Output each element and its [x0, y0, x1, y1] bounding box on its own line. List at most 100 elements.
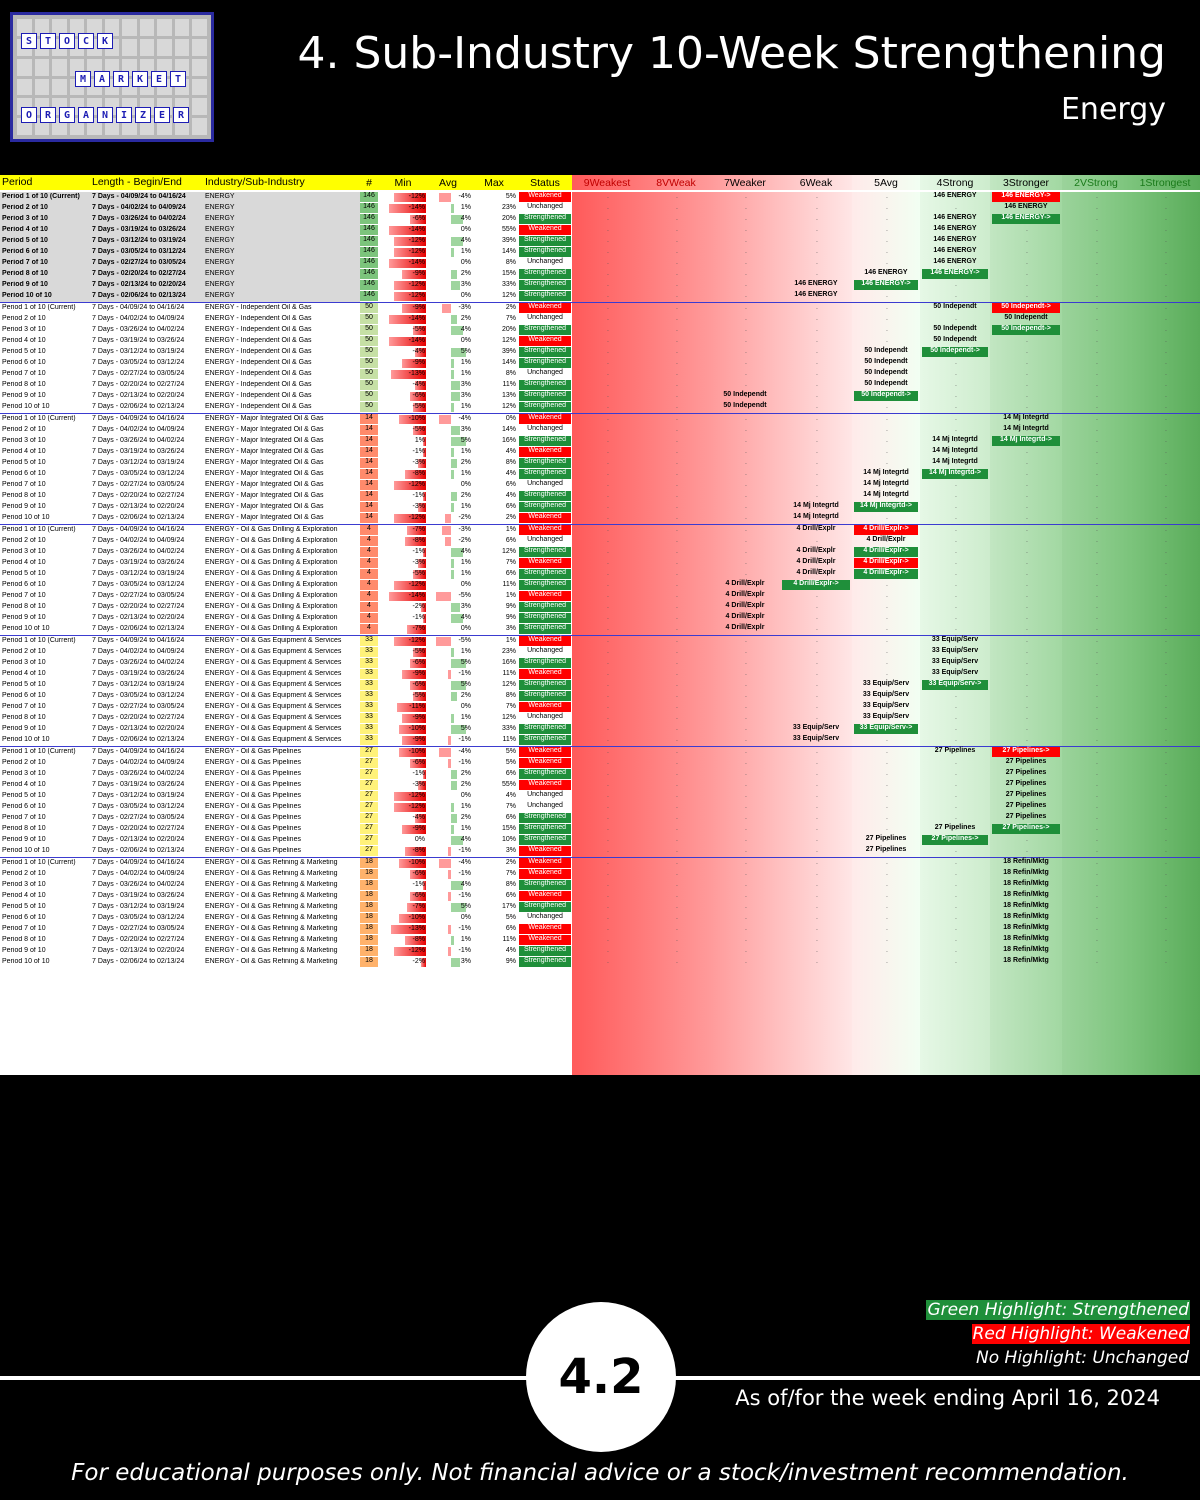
avg-bar	[439, 193, 451, 202]
count-cell: 18	[360, 935, 378, 945]
avg-cell: -4%	[458, 415, 471, 422]
empty-marker: .	[1165, 426, 1167, 433]
empty-marker: .	[1026, 503, 1028, 510]
group-separator	[0, 746, 1200, 747]
period-cell: Period 4 of 10	[2, 559, 46, 566]
empty-marker: .	[1026, 470, 1028, 477]
table-row: Period 5 of 10 7 Days - 03/12/24 to 03/19…	[0, 569, 1200, 580]
empty-marker: .	[745, 736, 747, 743]
avg-bar	[451, 659, 466, 668]
max-cell: 5%	[505, 759, 516, 766]
min-bar	[423, 770, 426, 779]
empty-marker: .	[676, 559, 678, 566]
max-cell: 4%	[505, 470, 516, 477]
row-shade	[0, 280, 360, 291]
empty-marker: .	[1165, 781, 1167, 788]
avg-bar	[448, 947, 451, 956]
length-cell: 7 Days - 02/27/24 to 03/05/24	[92, 925, 185, 932]
empty-marker: .	[1096, 415, 1098, 422]
min-bar	[410, 659, 426, 668]
empty-marker: .	[676, 725, 678, 732]
min-cell: -5%	[412, 426, 425, 433]
avg-cell: 1%	[460, 403, 471, 410]
empty-marker: .	[1165, 537, 1167, 544]
industry-cell: ENERGY - Major Integrated Oil & Gas	[205, 470, 324, 477]
table-row: Period 6 of 10 7 Days - 03/05/24 to 03/12…	[0, 469, 1200, 480]
empty-marker: .	[676, 315, 678, 322]
empty-marker: .	[1026, 537, 1028, 544]
industry-cell: ENERGY - Oil & Gas Refining & Marketing	[205, 903, 338, 910]
strength-position-label: 50 Independt	[933, 325, 977, 332]
max-cell: 6%	[505, 770, 516, 777]
column-header: Avg	[439, 176, 457, 189]
table-row: Period 2 of 10 7 Days - 04/02/24 to 04/09…	[0, 314, 1200, 325]
status-badge: Strengthened	[519, 680, 571, 690]
empty-marker: .	[955, 714, 957, 721]
length-cell: 7 Days - 03/19/24 to 03/26/24	[92, 337, 185, 344]
empty-marker: .	[1026, 903, 1028, 910]
empty-marker: .	[1026, 925, 1028, 932]
empty-marker: .	[886, 492, 888, 499]
empty-marker: .	[955, 359, 957, 366]
empty-marker: .	[745, 881, 747, 888]
length-cell: 7 Days - 02/27/24 to 03/05/24	[92, 592, 185, 599]
status-badge: Strengthened	[519, 602, 571, 612]
empty-marker: .	[607, 193, 609, 200]
empty-marker: .	[1096, 870, 1098, 877]
period-cell: Period 2 of 10	[2, 426, 46, 433]
empty-marker: .	[607, 725, 609, 732]
logo-letter: E	[151, 71, 167, 87]
min-cell: -6%	[412, 870, 425, 877]
empty-marker: .	[676, 958, 678, 965]
empty-marker: .	[676, 814, 678, 821]
count-cell: 18	[360, 913, 378, 923]
empty-marker: .	[607, 237, 609, 244]
table-row: Period 7 of 10 7 Days - 02/27/24 to 03/05…	[0, 591, 1200, 602]
max-cell: 33%	[501, 725, 516, 732]
empty-marker: .	[1096, 648, 1098, 655]
max-cell: 6%	[505, 892, 516, 899]
empty-marker: .	[1026, 670, 1028, 677]
min-cell: -9%	[412, 670, 425, 677]
empty-marker: .	[676, 514, 678, 521]
empty-marker: .	[745, 836, 747, 843]
avg-cell: -1%	[458, 736, 471, 743]
empty-marker: .	[955, 259, 957, 266]
empty-marker: .	[1096, 370, 1098, 377]
empty-marker: .	[816, 204, 818, 211]
table-row: Period 9 of 10 7 Days - 02/13/24 to 02/20…	[0, 502, 1200, 513]
empty-marker: .	[816, 326, 818, 333]
table-row: Period 4 of 10 7 Days - 03/19/24 to 03/26…	[0, 558, 1200, 569]
count-cell: 27	[360, 747, 378, 757]
avg-cell: 1%	[460, 825, 471, 832]
min-cell: -6%	[412, 215, 425, 222]
status-badge: Strengthened	[519, 835, 571, 845]
length-cell: 7 Days - 02/13/24 to 02/20/24	[92, 947, 185, 954]
min-bar	[394, 193, 426, 202]
status-badge: Strengthened	[519, 391, 571, 401]
max-cell: 8%	[505, 881, 516, 888]
min-bar	[415, 814, 426, 823]
empty-marker: .	[955, 881, 957, 888]
min-cell: -12%	[408, 947, 425, 954]
empty-marker: .	[955, 947, 957, 954]
empty-marker: .	[607, 559, 609, 566]
empty-marker: .	[1165, 448, 1167, 455]
logo-letter: O	[59, 33, 75, 49]
length-cell: 7 Days - 03/26/24 to 04/02/24	[92, 215, 186, 222]
avg-bar	[445, 514, 451, 523]
empty-marker: .	[886, 359, 888, 366]
period-cell: Period 4 of 10	[2, 337, 46, 344]
avg-cell: -1%	[458, 759, 471, 766]
empty-marker: .	[1096, 448, 1098, 455]
empty-marker: .	[1165, 559, 1167, 566]
avg-cell: -1%	[458, 892, 471, 899]
min-cell: -6%	[412, 759, 425, 766]
as-of-date: As of/for the week ending April 16, 2024	[735, 1386, 1160, 1410]
page-title: 4. Sub-Industry 10-Week Strengthening	[297, 28, 1166, 79]
empty-marker: .	[1026, 947, 1028, 954]
empty-marker: .	[607, 304, 609, 311]
strength-position-label: 4 Drill/Explr	[725, 624, 765, 631]
avg-cell: -1%	[458, 847, 471, 854]
empty-marker: .	[886, 470, 888, 477]
